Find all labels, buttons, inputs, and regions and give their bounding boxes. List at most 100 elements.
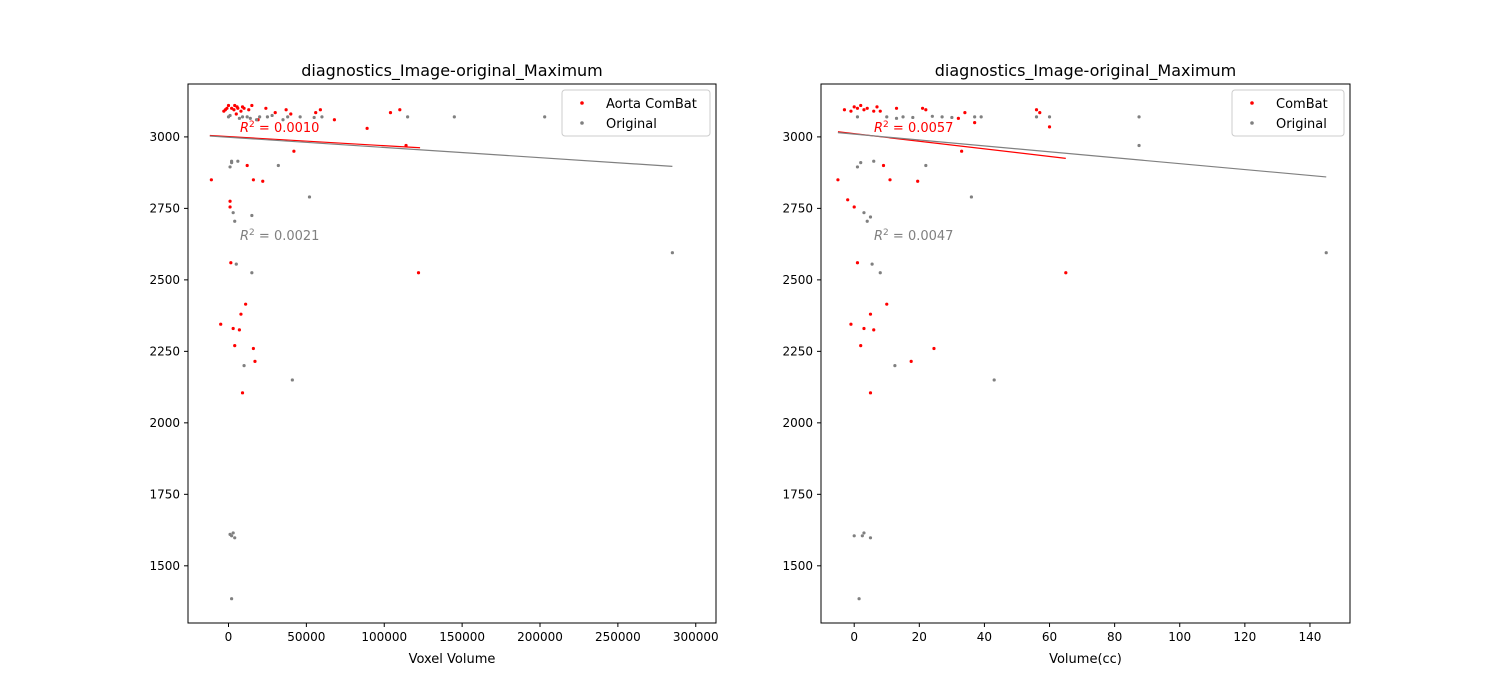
data-point (1137, 115, 1141, 119)
regression-line (837, 132, 1327, 178)
data-point (281, 118, 285, 122)
data-point (290, 378, 294, 382)
data-point (231, 326, 235, 331)
data-point (228, 205, 232, 209)
x-tick-label: 80 (1107, 630, 1122, 644)
r-squared-annotation: R2 = 0.0021 (240, 228, 319, 244)
data-point (233, 344, 237, 348)
data-point (930, 114, 934, 118)
data-point (859, 103, 863, 108)
data-point (292, 149, 296, 153)
legend-label: Aorta ComBat (606, 97, 697, 112)
legend-label: Original (606, 117, 657, 132)
data-point (855, 165, 860, 169)
data-point (940, 115, 944, 119)
data-point (253, 359, 257, 363)
data-point (857, 597, 861, 601)
data-point (1047, 125, 1052, 129)
data-point (452, 115, 456, 119)
data-point (245, 163, 249, 168)
data-point (878, 271, 882, 275)
regression-line (209, 134, 421, 149)
data-point (881, 163, 886, 168)
x-axis-label: Voxel Volume (409, 652, 496, 667)
axes-frame (820, 83, 1351, 624)
x-tick-label: 300000 (673, 630, 719, 644)
data-point (239, 312, 243, 316)
data-point (894, 116, 899, 120)
data-point (860, 534, 864, 538)
x-tick-label: 120 (1233, 630, 1256, 644)
data-point (228, 113, 232, 118)
legend-frame (561, 89, 711, 137)
data-point (234, 262, 238, 266)
data-point (888, 178, 892, 182)
y-tick-label: 2000 (782, 416, 813, 430)
data-point (1038, 110, 1042, 115)
data-point (247, 108, 251, 112)
data-point (307, 195, 312, 199)
y-tick-label: 2500 (782, 273, 813, 287)
y-tick-label: 2250 (149, 344, 180, 358)
data-point (248, 116, 252, 120)
data-point (226, 103, 231, 108)
legend-marker (580, 101, 584, 105)
data-point (846, 198, 850, 202)
data-point (868, 215, 873, 219)
data-point (973, 121, 977, 125)
data-point (1034, 115, 1039, 119)
x-tick-label: 0 (225, 630, 233, 644)
data-point (862, 211, 866, 215)
data-point (543, 115, 547, 119)
data-point (261, 179, 265, 183)
data-point (950, 115, 954, 120)
data-point (250, 213, 254, 218)
data-point (233, 536, 237, 540)
regression-line (209, 135, 673, 167)
data-point (1324, 251, 1328, 255)
data-point (855, 115, 860, 119)
data-point (245, 115, 249, 119)
data-point (862, 531, 866, 535)
series-combat (836, 103, 1068, 395)
x-tick-label: 40 (977, 630, 992, 644)
data-point (875, 105, 879, 109)
data-point (230, 106, 234, 110)
data-point (894, 106, 899, 110)
data-point (228, 165, 232, 169)
x-axis-label: Volume(cc) (1049, 652, 1122, 667)
data-point (265, 115, 270, 119)
data-point (258, 115, 262, 119)
data-point (893, 364, 897, 368)
legend-label: ComBat (1276, 97, 1328, 112)
data-point (225, 106, 229, 110)
data-point (865, 219, 869, 223)
x-tick-label: 100 (1168, 630, 1191, 644)
data-point (230, 159, 234, 163)
data-point (909, 359, 913, 363)
data-point (956, 116, 960, 120)
x-tick-label: 150000 (439, 630, 485, 644)
chart-title: diagnostics_Image-original_Maximum (301, 61, 603, 81)
data-point (250, 103, 254, 108)
data-point (219, 322, 223, 326)
data-point (932, 346, 936, 351)
data-point (885, 302, 889, 306)
data-point (969, 195, 973, 199)
legend-marker (1250, 101, 1254, 105)
data-point (973, 115, 977, 119)
data-point (273, 110, 277, 115)
data-point (868, 536, 873, 540)
data-point (862, 108, 866, 112)
data-point (404, 143, 408, 148)
data-point (312, 115, 316, 120)
data-point (233, 103, 237, 108)
data-point (231, 531, 235, 535)
data-point (284, 108, 288, 112)
data-point (232, 108, 236, 112)
data-point (209, 178, 213, 182)
data-point (242, 364, 246, 368)
data-point (1034, 108, 1039, 112)
x-tick-label: 50000 (287, 630, 325, 644)
